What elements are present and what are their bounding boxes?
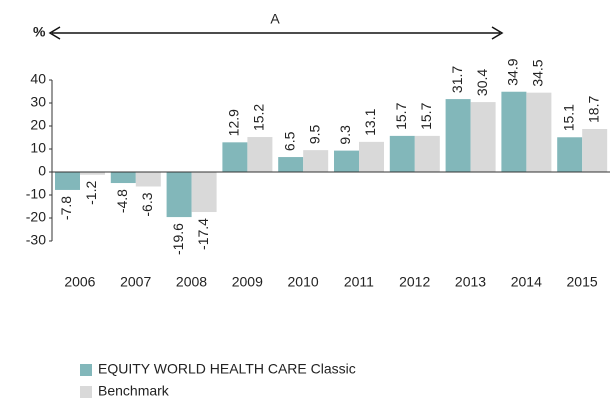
data-label: -6.3 (139, 192, 155, 216)
annotation-arrow (48, 26, 504, 40)
x-tick-label: 2007 (120, 274, 151, 290)
bar (445, 99, 471, 172)
bar (166, 172, 192, 218)
data-label: 15.2 (251, 104, 267, 131)
bar (55, 172, 80, 190)
arrow-head-right (491, 26, 504, 40)
bar (557, 137, 583, 172)
bar (389, 135, 415, 172)
y-tick-label: 10 (30, 140, 46, 156)
bar (191, 172, 217, 213)
bar (80, 172, 105, 175)
x-tick-label: 2014 (511, 274, 542, 290)
bar (110, 172, 136, 184)
data-label: 34.5 (530, 59, 546, 86)
legend-swatch (80, 364, 92, 376)
data-label: 9.5 (306, 124, 322, 144)
bar (582, 128, 608, 172)
data-label: 31.7 (449, 66, 465, 93)
data-label: 15.7 (393, 102, 409, 129)
data-label: 13.1 (362, 108, 378, 135)
legend-label: Benchmark (98, 383, 170, 399)
bar (334, 150, 359, 172)
legend-label: EQUITY WORLD HEALTH CARE Classic (98, 361, 356, 377)
data-label: 12.9 (226, 109, 242, 136)
y-tick-label: -20 (26, 209, 46, 225)
data-label: 34.9 (505, 58, 521, 85)
y-tick-label: 30 (30, 94, 46, 110)
annotation-label: A (270, 11, 280, 27)
data-label: -19.6 (170, 223, 186, 255)
y-tick-label: -30 (26, 232, 46, 248)
x-tick-label: 2012 (399, 274, 430, 290)
legend-swatch (80, 386, 92, 398)
bar (526, 92, 552, 172)
data-label: -7.8 (58, 196, 74, 220)
data-label: 15.7 (418, 102, 434, 129)
x-tick-label: 2015 (567, 274, 598, 290)
bar (303, 150, 329, 172)
data-label: 6.5 (281, 131, 297, 151)
bar (414, 135, 440, 172)
data-label: -4.8 (114, 189, 130, 213)
unit-label: % (33, 24, 46, 40)
bar (247, 137, 273, 172)
bar (501, 91, 527, 172)
y-tick-label: 20 (30, 117, 46, 133)
x-tick-label: 2013 (455, 274, 486, 290)
bar (135, 172, 161, 187)
bar (359, 141, 384, 172)
data-label: 30.4 (474, 69, 490, 96)
data-label: -17.4 (195, 218, 211, 250)
x-tick-label: 2006 (64, 274, 95, 290)
bar (222, 142, 248, 172)
y-tick-label: 40 (30, 71, 46, 87)
x-tick-label: 2008 (176, 274, 207, 290)
x-tick-label: 2009 (232, 274, 263, 290)
data-label: 15.1 (560, 104, 576, 131)
bar (278, 157, 304, 172)
arrow-head-left (48, 26, 61, 40)
data-label: 9.3 (337, 125, 353, 145)
x-tick-label: 2011 (344, 274, 374, 290)
data-label: -1.2 (83, 181, 99, 205)
bar (470, 102, 496, 172)
x-tick-label: 2010 (288, 274, 319, 290)
data-label: 18.7 (585, 96, 601, 123)
y-tick-label: -10 (26, 186, 46, 202)
y-tick-label: 0 (38, 163, 46, 179)
